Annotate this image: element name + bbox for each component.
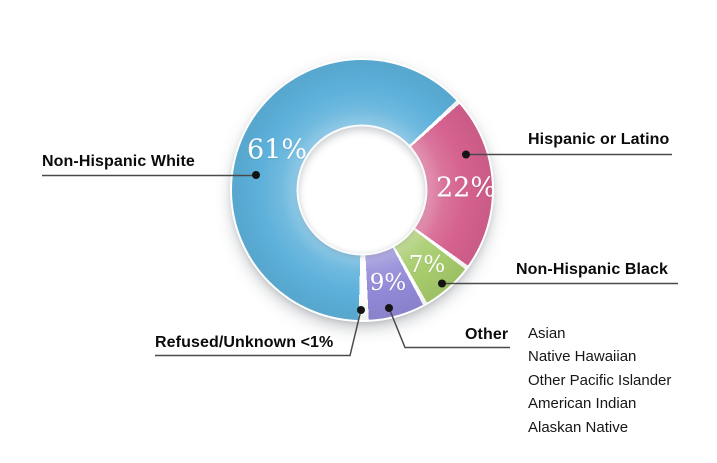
- donut-ring: [232, 60, 492, 320]
- callout-hispanic-or-latino: Hispanic or Latino: [528, 131, 670, 148]
- callout-refused-unknown: Refused/Unknown <1%: [155, 334, 334, 351]
- callout-other: Other: [465, 326, 509, 343]
- other-sublist: Asian Native Hawaiian Other Pacific Isla…: [528, 322, 671, 439]
- pct-label-non-hispanic-white: 61%: [246, 134, 308, 166]
- pct-label-non-hispanic-black: 7%: [408, 252, 446, 278]
- donut-hole: [298, 126, 426, 254]
- other-sublist-item: Alaskan Native: [528, 418, 629, 436]
- other-sublist-item: Asian: [528, 325, 566, 342]
- callout-non-hispanic-black: Non-Hispanic Black: [516, 261, 669, 278]
- pct-label-other: 9%: [369, 270, 407, 296]
- other-sublist-item: Native Hawaiian: [528, 348, 637, 366]
- other-sublist-item: American Indian: [528, 395, 637, 413]
- other-sublist-item: Other Pacific Islander: [528, 371, 672, 389]
- pct-label-hispanic-or-latino: 22%: [435, 172, 497, 204]
- callout-non-hispanic-white: Non-Hispanic White: [42, 153, 195, 170]
